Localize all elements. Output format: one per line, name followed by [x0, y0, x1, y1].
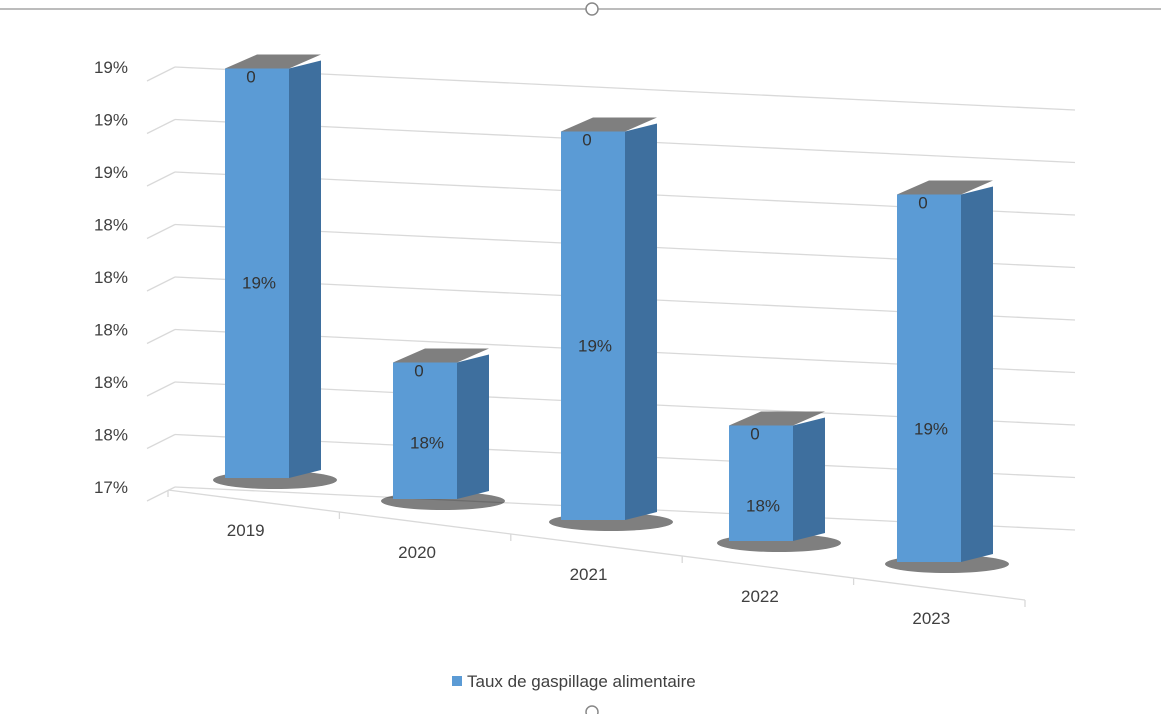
bar-top: [225, 54, 321, 69]
x-tick-label: 2019: [227, 521, 265, 540]
bar-top: [393, 348, 489, 363]
bar-top-label: 0: [750, 425, 759, 444]
bar: [381, 348, 505, 510]
bar-front: [393, 362, 457, 499]
bar-front: [561, 131, 625, 520]
bar-side: [793, 417, 825, 541]
resize-handle-bottom[interactable]: [585, 705, 599, 714]
y-wall-line: [146, 223, 176, 240]
y-tick-label: 18%: [94, 426, 128, 445]
axes: 17% 18% 18% 18% 18% 18% 19% 19% 19% 2019 2020 2021 2…: [94, 58, 1026, 628]
x-tick-label: 2020: [398, 543, 436, 562]
bar-top-label: 0: [918, 194, 927, 213]
bar-top-label: 0: [582, 131, 591, 150]
y-wall-line: [146, 276, 176, 292]
bar-value-label: 19%: [578, 337, 612, 356]
bar-value-label: 18%: [746, 497, 780, 516]
x-tick-label: 2021: [570, 565, 608, 584]
legend: Taux de gaspillage alimentaire: [452, 672, 696, 691]
resize-handle-top[interactable]: [585, 2, 599, 16]
x-axis-line: [167, 489, 1026, 601]
y-wall-line: [146, 486, 176, 502]
legend-label: Taux de gaspillage alimentaire: [467, 672, 696, 691]
y-tick-label: 19%: [94, 111, 128, 130]
bar-top-label: 0: [246, 68, 255, 87]
x-tick-label: 2022: [741, 587, 779, 606]
y-tick-label: 19%: [94, 58, 128, 77]
y-wall-line: [146, 118, 176, 135]
bar-value-label: 18%: [410, 434, 444, 453]
bar-front: [897, 194, 961, 562]
bar-side: [289, 60, 321, 478]
y-tick-label: 17%: [94, 478, 128, 497]
bar: [717, 411, 841, 552]
bar-side: [961, 186, 993, 562]
labels: 0 19% 0 18% 0 19% 0 18% 0 19%: [242, 68, 948, 516]
bar: [213, 54, 337, 489]
bar-side: [457, 354, 489, 499]
bar: [885, 180, 1009, 573]
y-wall-line: [146, 171, 176, 187]
bar-value-label: 19%: [914, 420, 948, 439]
bars: [213, 54, 1009, 573]
bar-top: [729, 411, 825, 426]
y-wall-line: [146, 381, 176, 397]
gridline: [174, 66, 1076, 111]
bar-value-label: 19%: [242, 274, 276, 293]
bar-top: [561, 117, 657, 132]
y-tick-label: 18%: [94, 216, 128, 235]
y-tick-label: 19%: [94, 163, 128, 182]
y-tick-label: 18%: [94, 268, 128, 287]
y-tick-label: 18%: [94, 373, 128, 392]
y-wall-line: [146, 66, 176, 82]
bar-top-label: 0: [414, 362, 423, 381]
x-tick-label: 2023: [912, 609, 950, 628]
bar-front: [225, 68, 289, 478]
y-wall-line: [146, 433, 176, 450]
bar-side: [625, 123, 657, 520]
y-wall-line: [146, 328, 176, 345]
y-tick-label: 18%: [94, 321, 128, 340]
legend-swatch: [452, 676, 462, 686]
bar-front: [729, 425, 793, 541]
bar-top: [897, 180, 993, 195]
bar: [549, 117, 673, 531]
